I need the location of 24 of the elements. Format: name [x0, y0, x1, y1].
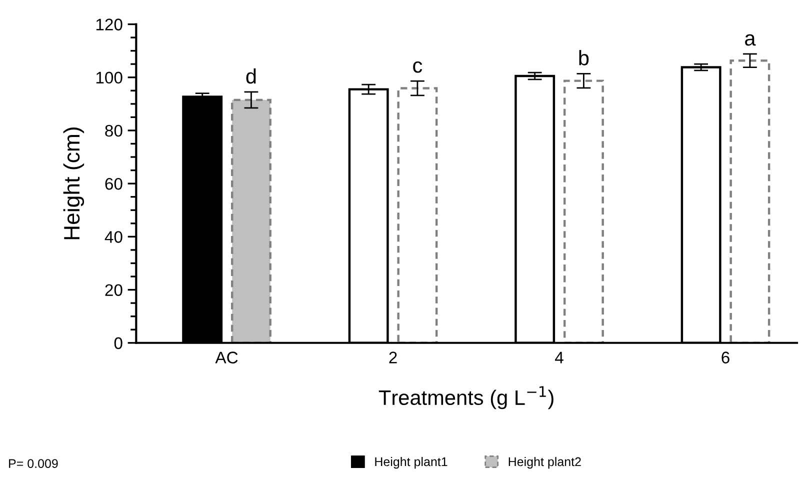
y-tick-label: 100 [96, 72, 122, 84]
annotation: a [745, 34, 756, 46]
legend-label: Height plant2 [508, 456, 581, 469]
y-tick-label: 20 [105, 284, 122, 296]
annotation: c [413, 61, 422, 73]
text: P= 0.009 [9, 459, 58, 468]
bar [230, 98, 272, 343]
bar [397, 87, 438, 343]
bar [563, 80, 604, 343]
y-tick-label: 80 [105, 124, 122, 137]
bar [730, 60, 770, 343]
y-tick-label: 60 [105, 178, 122, 190]
x-tick-label: 6 [722, 352, 730, 364]
y-axis-title: Height (cm) [63, 128, 84, 240]
x-tick-label: 2 [389, 352, 397, 364]
y-tick-label: 0 [114, 337, 122, 350]
y-tick-label: 120 [96, 18, 122, 30]
y-tick-label: 40 [104, 231, 122, 243]
legend-label: Height plant1 [375, 456, 448, 469]
x-tick-label: 4 [555, 352, 564, 364]
x-tick-label: AC [215, 352, 238, 364]
annotation: d [246, 68, 256, 84]
x-axis-title: Treatments (g L$^{−1}$) [378, 386, 554, 410]
annotation: b [579, 50, 589, 66]
